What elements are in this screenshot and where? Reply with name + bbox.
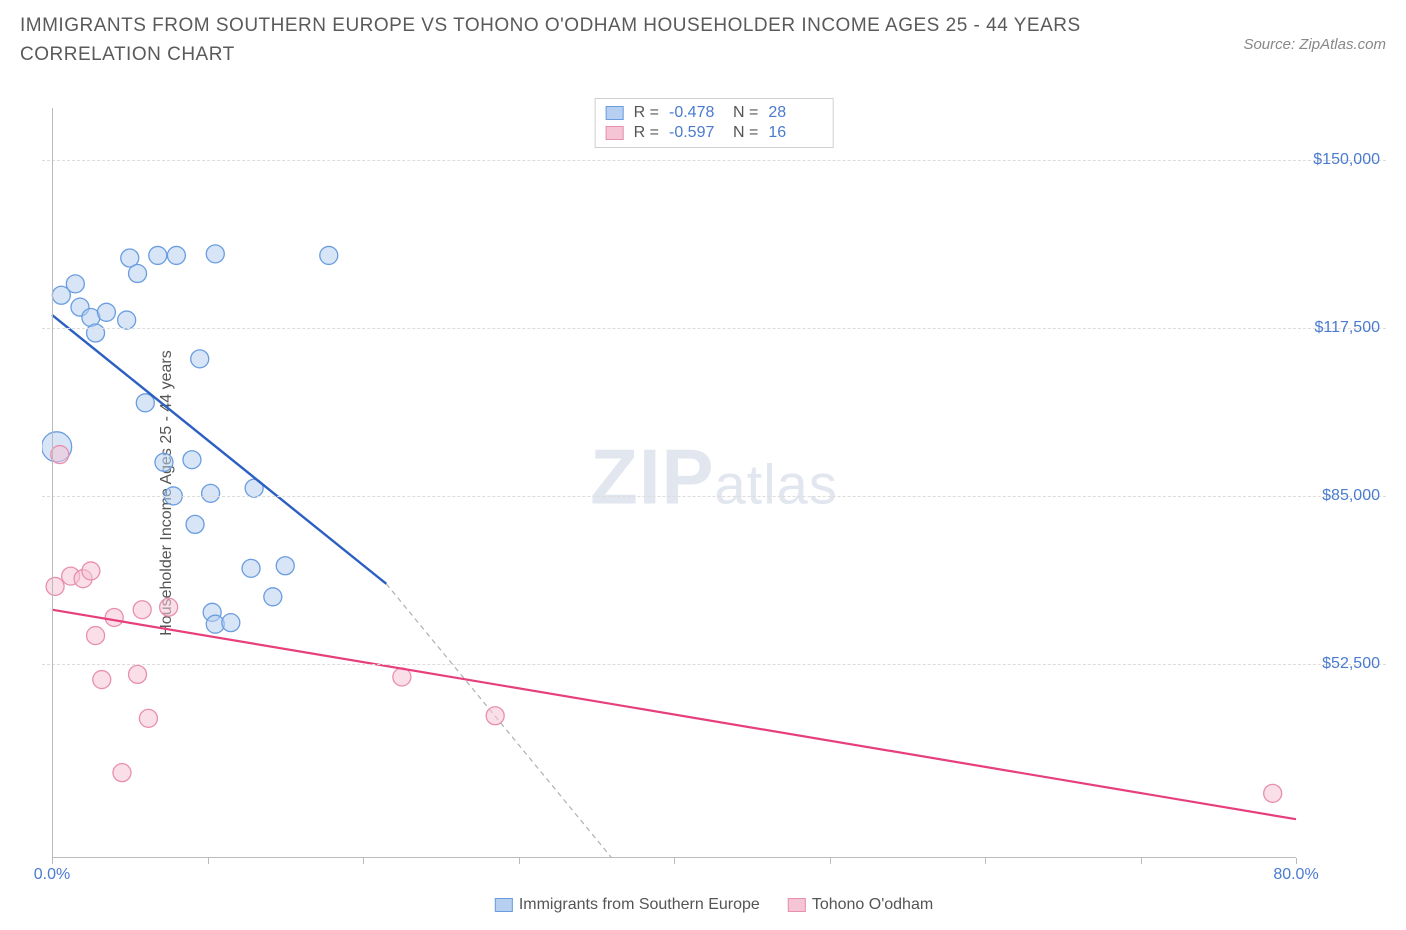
n-value: 16 [768, 124, 822, 142]
legend-swatch [606, 106, 624, 120]
data-point [82, 562, 100, 580]
data-point [93, 671, 111, 689]
data-point [486, 707, 504, 725]
gridline [42, 496, 1386, 497]
data-point [129, 665, 147, 683]
y-tick-label: $117,500 [1314, 319, 1380, 337]
data-point [133, 601, 151, 619]
data-point [1264, 784, 1282, 802]
y-tick-label: $52,500 [1322, 655, 1380, 673]
legend-swatch [606, 126, 624, 140]
data-point [160, 598, 178, 616]
data-point [191, 350, 209, 368]
data-point [242, 559, 260, 577]
legend-series-item: Immigrants from Southern Europe [495, 896, 760, 914]
scatter-plot [42, 98, 1386, 888]
gridline [42, 160, 1386, 161]
legend-stats: R = -0.478 N = 28 R = -0.597 N = 16 [595, 98, 834, 148]
x-tick [208, 858, 209, 864]
legend-stat-row: R = -0.478 N = 28 [606, 103, 823, 123]
data-point [113, 764, 131, 782]
data-point [264, 588, 282, 606]
data-point [222, 614, 240, 632]
data-point [149, 246, 167, 264]
chart-title: IMMIGRANTS FROM SOUTHERN EUROPE VS TOHON… [20, 12, 1120, 69]
data-point [51, 446, 69, 464]
legend-series-label: Tohono O'odham [812, 896, 933, 914]
x-tick [52, 858, 53, 864]
y-tick-label: $85,000 [1322, 487, 1380, 505]
legend-series-label: Immigrants from Southern Europe [519, 896, 760, 914]
trend-line [52, 315, 386, 584]
r-value: -0.478 [669, 104, 723, 122]
legend-series: Immigrants from Southern Europe Tohono O'… [495, 896, 933, 914]
data-point [183, 451, 201, 469]
data-point [206, 245, 224, 263]
x-tick [1296, 858, 1297, 864]
r-label: R = [634, 124, 659, 142]
source-attribution: Source: ZipAtlas.com [1243, 36, 1386, 53]
legend-stat-row: R = -0.597 N = 16 [606, 123, 823, 143]
y-axis-line [52, 108, 53, 858]
legend-series-item: Tohono O'odham [788, 896, 933, 914]
n-label: N = [733, 104, 758, 122]
gridline [42, 328, 1386, 329]
n-label: N = [733, 124, 758, 142]
x-tick [519, 858, 520, 864]
data-point [87, 324, 105, 342]
x-tick-label: 80.0% [1273, 866, 1318, 884]
x-tick [985, 858, 986, 864]
data-point [139, 709, 157, 727]
data-point [105, 608, 123, 626]
data-point [129, 265, 147, 283]
data-point [66, 275, 84, 293]
r-value: -0.597 [669, 124, 723, 142]
legend-swatch [788, 898, 806, 912]
gridline [42, 664, 1386, 665]
data-point [320, 246, 338, 264]
data-point [97, 303, 115, 321]
x-tick [363, 858, 364, 864]
r-label: R = [634, 104, 659, 122]
x-tick [674, 858, 675, 864]
x-tick [830, 858, 831, 864]
data-point [167, 246, 185, 264]
x-tick [1141, 858, 1142, 864]
n-value: 28 [768, 104, 822, 122]
data-point [276, 557, 294, 575]
data-point [87, 627, 105, 645]
data-point [202, 484, 220, 502]
data-point [118, 311, 136, 329]
x-tick-label: 0.0% [34, 866, 70, 884]
trend-line [52, 610, 1296, 819]
legend-swatch [495, 898, 513, 912]
data-point [186, 515, 204, 533]
chart-area: Householder Income Ages 25 - 44 years ZI… [42, 98, 1386, 888]
y-tick-label: $150,000 [1313, 151, 1380, 169]
data-point [46, 577, 64, 595]
data-point [155, 453, 173, 471]
